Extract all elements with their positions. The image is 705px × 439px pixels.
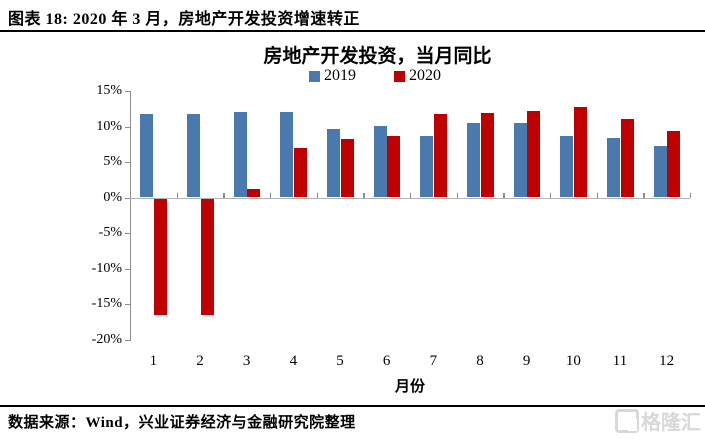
x-tick-label: 6	[382, 353, 391, 369]
bar-2019-m6	[373, 125, 387, 198]
x-tick-label: 7	[429, 353, 438, 369]
x-axis-baseline	[130, 197, 690, 199]
bar-2019-m2	[187, 114, 200, 198]
bar-2020-m3	[247, 188, 261, 198]
bar-2020-m10	[573, 106, 587, 198]
bar-2019-m8	[467, 122, 480, 198]
x-tick-label: 1	[149, 353, 158, 369]
legend-swatch-icon	[309, 70, 320, 82]
y-tick-label: 5%	[103, 154, 122, 169]
x-tick-label: 10	[565, 353, 581, 369]
x-tick-label: 8	[476, 353, 484, 369]
bar-2020-m9	[527, 110, 541, 198]
data-source-note: 数据来源：Wind，兴业证券经济与金融研究院整理	[8, 415, 356, 431]
bar-2019-m9	[513, 122, 527, 198]
legend-label: 2019	[324, 67, 356, 84]
x-tick-label: 3	[242, 353, 251, 369]
y-axis-tick	[125, 304, 130, 306]
bar-2019-m11	[607, 137, 620, 198]
y-tick-label: -5%	[98, 225, 122, 240]
bar-2020-m2	[200, 198, 214, 315]
y-axis-tick	[125, 233, 130, 235]
x-axis-tick	[643, 193, 645, 198]
x-axis-tick	[456, 193, 458, 198]
bar-2020-m7	[433, 114, 447, 198]
x-axis-tick	[363, 193, 365, 198]
gelonghui-logo-text: 格隆汇	[641, 412, 701, 434]
bar-2019-m1	[140, 114, 154, 198]
x-tick-label: 9	[522, 353, 531, 369]
footer-divider	[0, 405, 705, 407]
gelonghui-logo-icon	[615, 408, 639, 433]
y-tick-label: 10%	[96, 118, 122, 134]
bar-2019-m10	[560, 135, 574, 198]
x-tick-label: 4	[289, 353, 298, 369]
legend-item-2019: 2019	[309, 67, 356, 85]
y-axis-tick	[125, 339, 130, 341]
bar-2019-m5	[327, 129, 340, 198]
y-axis-tick	[125, 126, 130, 128]
x-axis-tick	[550, 193, 552, 198]
x-axis-tick	[503, 193, 505, 198]
y-axis	[130, 91, 132, 341]
y-axis-tick	[125, 268, 130, 270]
chart-legend: 2019 2020	[0, 66, 705, 86]
y-axis-tick	[125, 91, 130, 93]
legend-swatch-icon	[394, 70, 405, 82]
y-axis-tick	[125, 197, 130, 199]
legend-item-2020: 2020	[394, 67, 441, 85]
bar-2020-m1	[153, 198, 167, 315]
x-tick-label: 2	[196, 353, 204, 369]
x-axis-tick	[176, 193, 178, 198]
bar-2020-m5	[340, 139, 354, 198]
bar-2019-m4	[280, 112, 294, 198]
bar-2020-m4	[293, 147, 307, 198]
bar-2020-m8	[480, 113, 494, 198]
x-axis-title: 月份	[394, 379, 425, 395]
x-tick-label: 12	[659, 353, 675, 369]
x-axis-tick	[690, 193, 692, 198]
y-tick-label: -10%	[91, 260, 122, 276]
x-tick-label: 11	[612, 353, 628, 369]
bar-2019-m3	[233, 112, 247, 198]
bar-2020-m6	[387, 136, 401, 198]
y-tick-label: -15%	[91, 296, 122, 311]
y-axis-tick	[125, 162, 130, 164]
figure-caption: 图表 18: 2020 年 3 月，房地产开发投资增速转正	[8, 11, 360, 28]
x-axis-tick	[270, 193, 272, 198]
x-axis-tick	[316, 193, 318, 198]
bar-2019-m7	[420, 136, 434, 198]
x-axis-tick	[596, 193, 598, 198]
x-axis-tick	[410, 193, 412, 198]
bar-2020-m12	[667, 130, 681, 198]
x-axis-tick	[223, 193, 225, 198]
x-tick-label: 5	[336, 353, 344, 369]
y-tick-label: -20%	[91, 331, 122, 347]
bar-2019-m12	[653, 145, 667, 198]
gelonghui-watermark: 格隆汇	[615, 407, 701, 434]
x-axis-tick	[130, 193, 132, 198]
chart-title: 房地产开发投资，当月同比	[263, 46, 492, 67]
legend-label: 2020	[409, 67, 441, 84]
header-divider	[0, 30, 705, 32]
y-tick-label: 0%	[103, 189, 122, 205]
y-tick-label: 15%	[96, 83, 122, 98]
bar-2020-m11	[620, 119, 634, 198]
